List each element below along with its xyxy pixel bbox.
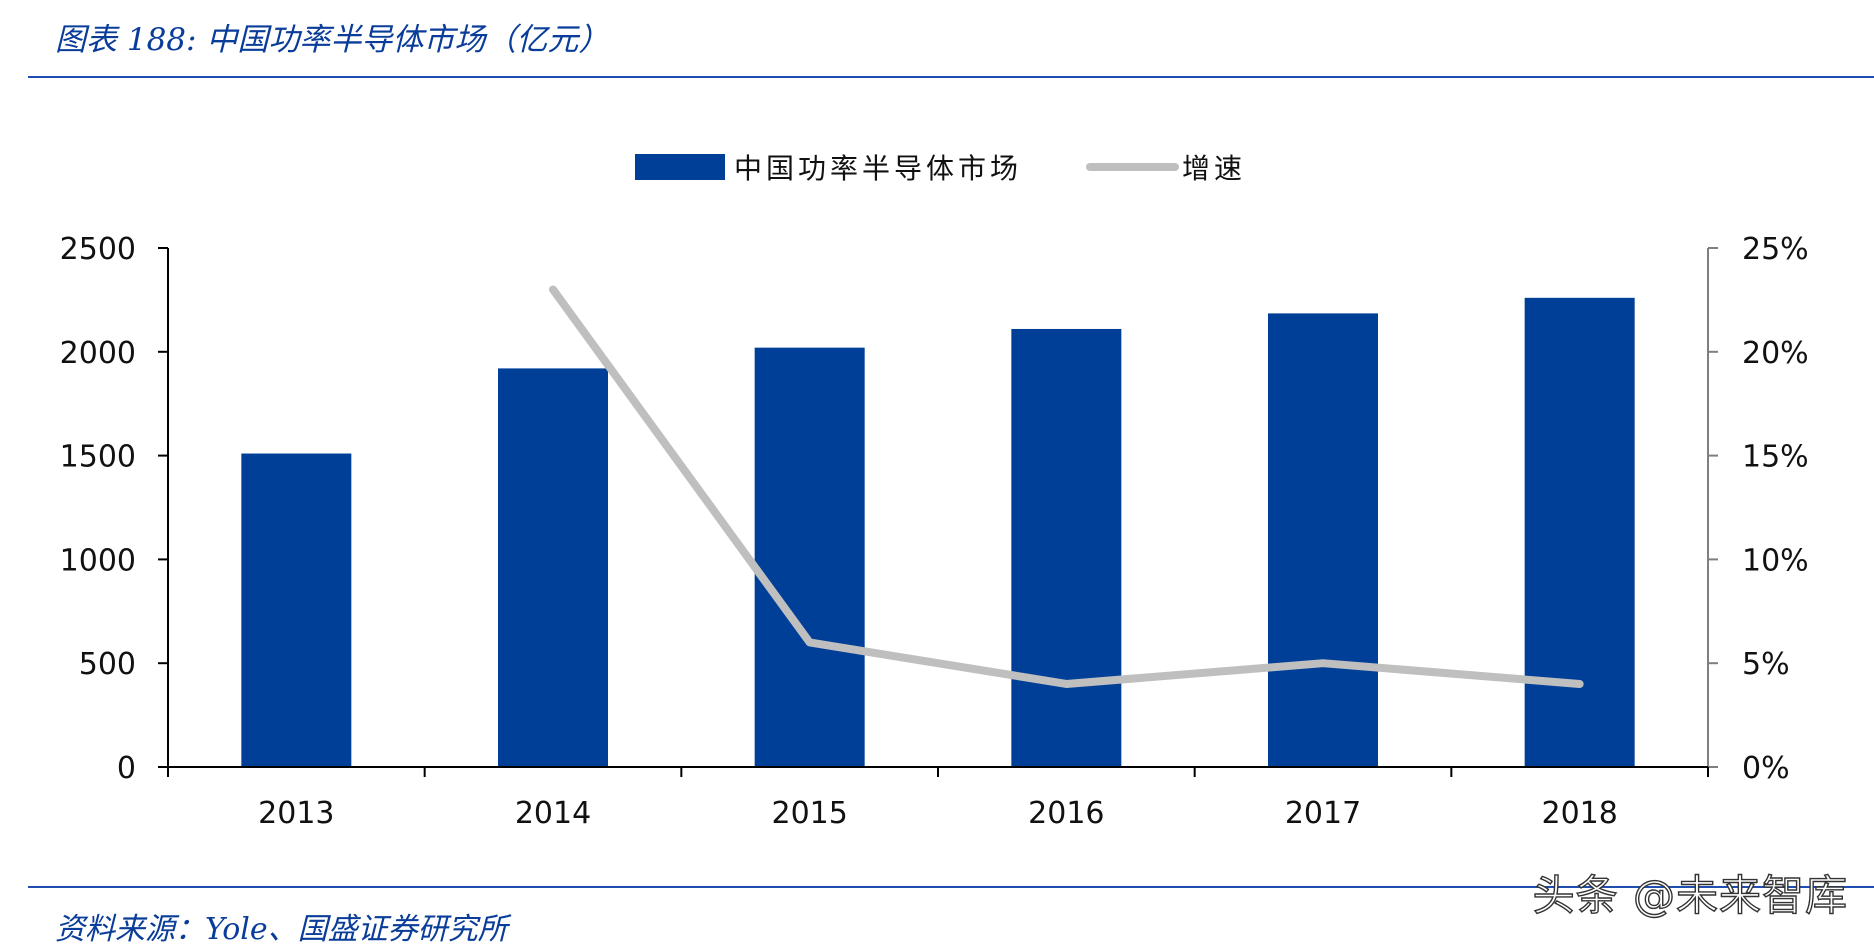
- line-series: [549, 285, 1584, 688]
- axes: 0 500 1000 1500 2000 2500 0% 5% 10% 15% 20% 25% 2013…: [60, 232, 1809, 831]
- figure-title: 图表 188: 中国功率半导体市场（亿元）: [55, 22, 610, 58]
- bar-2016: [1011, 328, 1122, 767]
- y2-tick-label: 5%: [1742, 647, 1790, 682]
- y2-tick-label: 25%: [1742, 232, 1809, 267]
- bar-2018: [1524, 297, 1635, 767]
- x-tick-label: 2015: [771, 796, 847, 831]
- y2-tick-label: 20%: [1742, 336, 1809, 371]
- legend-line-label: 增速: [1182, 152, 1246, 185]
- y-tick-label: 2500: [60, 232, 136, 267]
- legend: 中国功率半导体市场 增速: [635, 152, 1246, 185]
- y-tick-label: 1000: [60, 543, 136, 578]
- legend-bar-swatch: [635, 154, 725, 180]
- bar-2015: [754, 347, 865, 767]
- x-tick-label: 2014: [515, 796, 591, 831]
- y2-tick-label: 0%: [1742, 751, 1790, 786]
- y2-tick-label: 10%: [1742, 543, 1809, 578]
- top-rule: [28, 76, 1874, 78]
- bar-2013: [241, 453, 352, 767]
- x-tick-label: 2016: [1028, 796, 1104, 831]
- bar-2017: [1268, 313, 1378, 767]
- x-tick-label: 2018: [1541, 796, 1617, 831]
- watermark: 头条 @未来智库: [1532, 870, 1848, 920]
- y-tick-label: 500: [79, 647, 136, 682]
- y-tick-label: 1500: [60, 440, 136, 475]
- legend-bar-label: 中国功率半导体市场: [734, 152, 1022, 185]
- source-note: 资料来源：Yole、国盛证券研究所: [55, 912, 508, 944]
- bottom-rule: [28, 886, 1874, 888]
- bar-series: [241, 297, 1635, 767]
- bar-2014: [498, 368, 608, 767]
- x-tick-label: 2013: [258, 796, 334, 831]
- y-tick-label: 0: [117, 751, 136, 786]
- x-tick-label: 2017: [1285, 796, 1361, 831]
- y2-tick-label: 15%: [1742, 440, 1809, 475]
- y-tick-label: 2000: [60, 336, 136, 371]
